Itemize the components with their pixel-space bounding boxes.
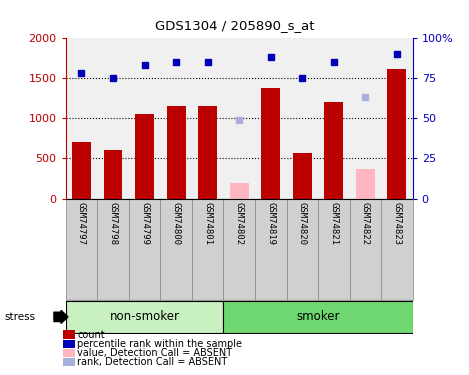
Bar (230, 183, 249, 199)
Bar (381, 199, 413, 300)
Bar (287, 199, 318, 300)
Bar (387, 69, 407, 199)
Bar (255, 199, 287, 300)
Bar (66, 199, 97, 300)
Bar (72, 142, 91, 199)
Text: GSM74798: GSM74798 (108, 202, 118, 245)
Bar (356, 169, 375, 199)
Bar (293, 153, 312, 199)
Text: GSM74819: GSM74819 (266, 202, 275, 245)
Text: GSM74821: GSM74821 (329, 202, 338, 245)
Text: GSM74822: GSM74822 (361, 202, 370, 245)
Bar (129, 199, 160, 300)
Text: non-smoker: non-smoker (110, 310, 180, 323)
Text: GSM74802: GSM74802 (234, 202, 244, 245)
Text: GDS1304 / 205890_s_at: GDS1304 / 205890_s_at (155, 19, 314, 32)
Text: GSM74797: GSM74797 (77, 202, 86, 245)
Bar (349, 199, 381, 300)
Text: smoker: smoker (296, 310, 340, 323)
Text: rank, Detection Call = ABSENT: rank, Detection Call = ABSENT (77, 357, 227, 367)
Bar (223, 301, 413, 333)
Bar (135, 114, 154, 199)
Text: stress: stress (5, 312, 36, 322)
Bar (223, 199, 255, 300)
Text: count: count (77, 330, 105, 339)
Bar (261, 88, 280, 199)
Text: GSM74801: GSM74801 (203, 202, 212, 245)
Bar (160, 199, 192, 300)
Text: percentile rank within the sample: percentile rank within the sample (77, 339, 242, 349)
Bar (192, 199, 223, 300)
Bar (198, 106, 217, 199)
Bar (97, 199, 129, 300)
Bar (104, 150, 122, 199)
Text: GSM74800: GSM74800 (172, 202, 181, 245)
Text: GSM74820: GSM74820 (298, 202, 307, 245)
Text: GSM74823: GSM74823 (393, 202, 401, 245)
Text: GSM74799: GSM74799 (140, 202, 149, 245)
Text: value, Detection Call = ABSENT: value, Detection Call = ABSENT (77, 348, 233, 358)
Bar (318, 199, 349, 300)
Bar (166, 106, 186, 199)
Bar (325, 102, 343, 199)
Bar (66, 301, 223, 333)
